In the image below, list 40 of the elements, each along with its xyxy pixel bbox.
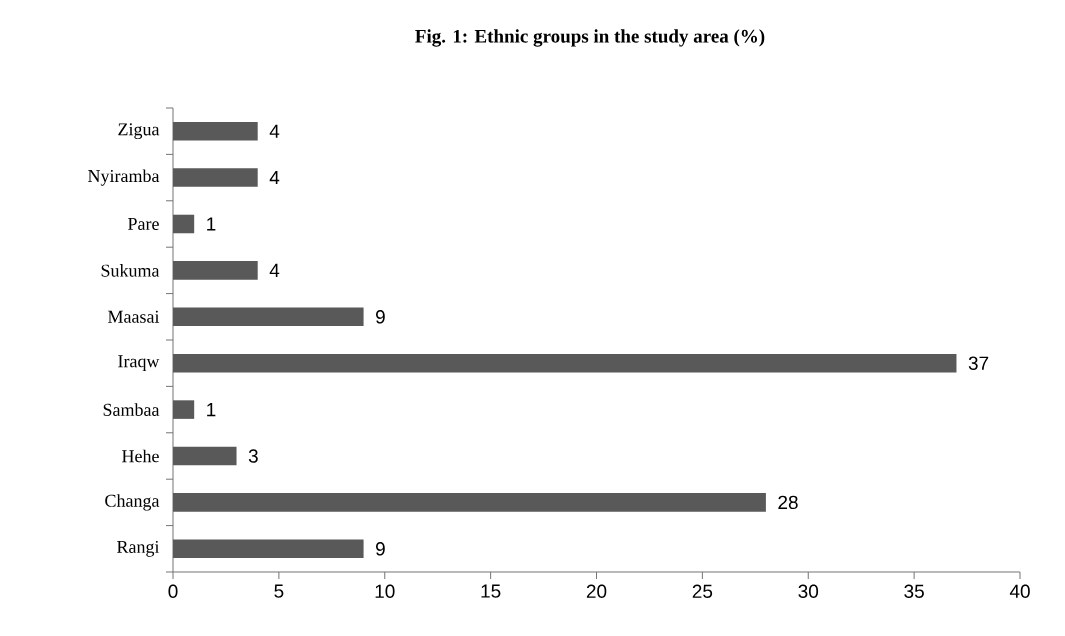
data-label: 3 [248, 449, 258, 463]
bar [173, 307, 364, 327]
bar [173, 168, 258, 187]
data-label: 1 [207, 217, 216, 231]
y-tick-label: Iraqw [118, 355, 160, 371]
x-tick-label: 15 [481, 584, 501, 598]
bar [173, 446, 237, 466]
data-label: 1 [207, 403, 216, 417]
x-tick-label: 20 [586, 584, 607, 598]
y-tick-label: Hehe [122, 449, 159, 463]
data-label: 4 [269, 171, 280, 185]
data-label: 28 [778, 495, 798, 510]
data-label: 4 [269, 124, 280, 138]
y-tick-label: Sambaa [103, 403, 160, 416]
chart-title: Fig. 1: Ethnic groups in the study area (%) [415, 29, 765, 47]
bar [173, 400, 195, 419]
x-tick-label: 25 [692, 584, 713, 598]
y-tick-label: Pare [128, 218, 159, 230]
y-tick-label: Sukuma [101, 264, 160, 277]
y-tick-label: Zigua [118, 123, 160, 140]
data-label: 9 [376, 310, 385, 324]
x-tick-label: 0 [168, 584, 178, 598]
bar [173, 539, 364, 559]
x-tick-label: 10 [375, 584, 395, 598]
bar [173, 261, 258, 280]
bar [173, 493, 766, 512]
data-label: 9 [376, 542, 385, 556]
y-tick-label: Nyiramba [88, 169, 160, 186]
bar [173, 353, 957, 373]
x-tick-label: 35 [904, 584, 924, 598]
data-label: 37 [968, 356, 989, 370]
data-label: 4 [269, 263, 280, 277]
bar [173, 214, 195, 234]
x-tick-label: 40 [1009, 584, 1030, 598]
y-tick-label: Rangi [117, 540, 160, 557]
bar [173, 121, 258, 141]
y-tick-label: Changa [105, 494, 160, 511]
x-tick-label: 5 [274, 584, 284, 598]
y-tick-label: Maasai [108, 310, 160, 323]
x-tick-label: 30 [798, 584, 819, 598]
